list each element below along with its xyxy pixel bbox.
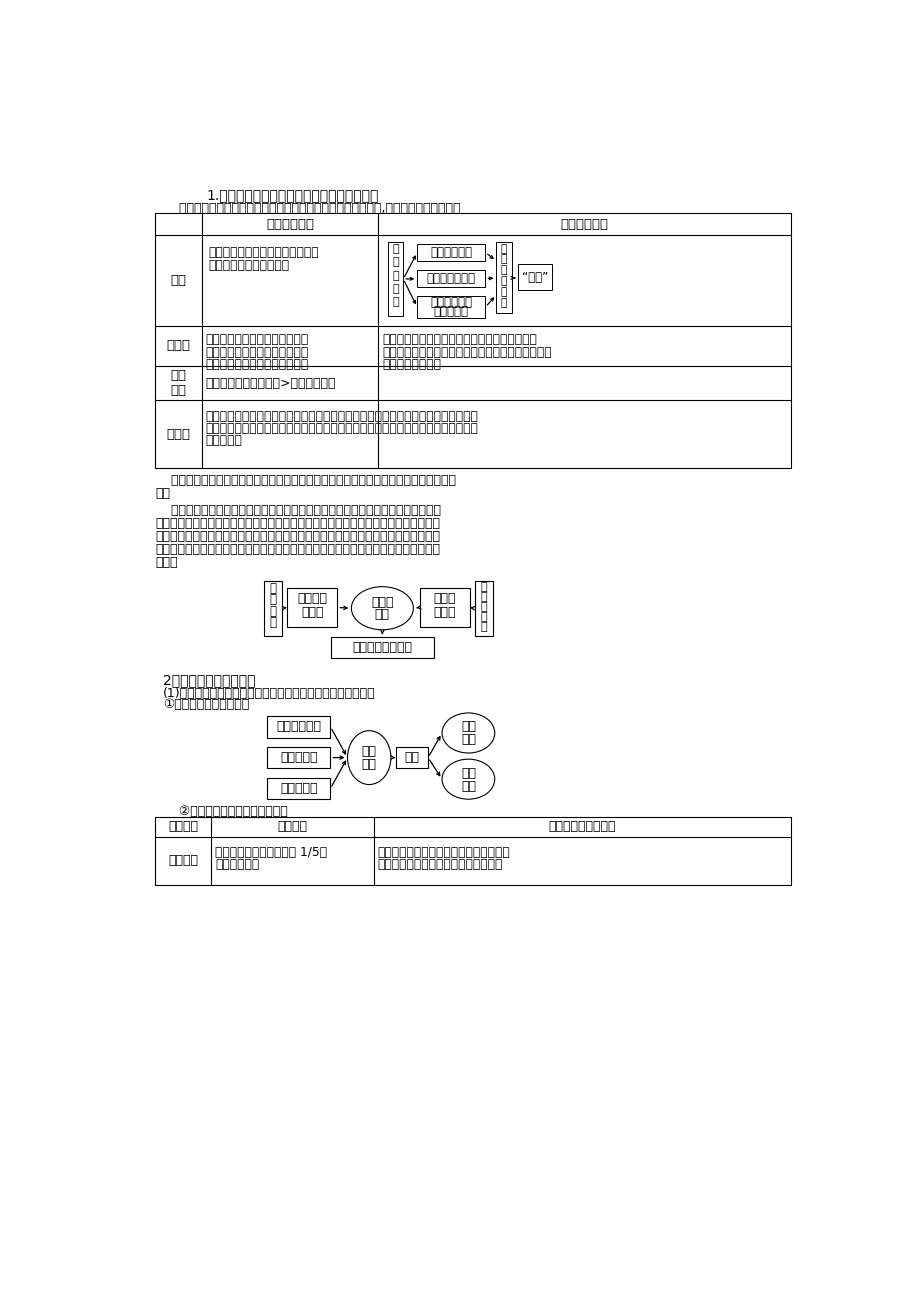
Text: ①当前世界上的人口问题: ①当前世界上的人口问题 bbox=[163, 698, 249, 711]
Text: 达: 达 bbox=[269, 594, 277, 607]
Text: 合理生活方式: 合理生活方式 bbox=[430, 246, 471, 259]
Text: 国: 国 bbox=[391, 245, 399, 254]
Text: 或: 或 bbox=[391, 271, 399, 281]
Text: 实际消耗的资源总量很大，索取资源和转: 实际消耗的资源总量很大，索取资源和转 bbox=[378, 846, 510, 859]
Bar bbox=[155, 214, 790, 469]
Text: “虚数”: “虚数” bbox=[521, 271, 548, 284]
Text: 最: 最 bbox=[500, 243, 506, 254]
Text: 适: 适 bbox=[500, 254, 506, 264]
Bar bbox=[495, 242, 511, 314]
Text: 人口: 人口 bbox=[361, 745, 376, 758]
Text: 人口过: 人口过 bbox=[433, 592, 456, 605]
Bar bbox=[417, 243, 485, 260]
Text: 国: 国 bbox=[480, 612, 487, 621]
Bar bbox=[267, 747, 330, 768]
Text: 中: 中 bbox=[480, 602, 487, 612]
Text: 能承载的最大人口数量（极限人: 能承载的最大人口数量（极限人 bbox=[206, 345, 309, 358]
Bar bbox=[155, 816, 790, 884]
Text: 概念: 概念 bbox=[170, 273, 187, 286]
Text: 不同地区: 不同地区 bbox=[168, 820, 198, 833]
Text: 可持续发展前提下的适度人口（最佳人口），即地球: 可持续发展前提下的适度人口（最佳人口），即地球 bbox=[382, 345, 551, 358]
Text: 如下：: 如下： bbox=[155, 556, 177, 569]
Text: 同。: 同。 bbox=[155, 487, 170, 500]
Text: 宜: 宜 bbox=[500, 266, 506, 275]
Text: 口），即地球最多能养活多少人: 口），即地球最多能养活多少人 bbox=[206, 358, 309, 371]
Text: 人: 人 bbox=[500, 276, 506, 286]
Text: 人均消费: 人均消费 bbox=[297, 592, 327, 605]
Text: 健康的生活水平: 健康的生活水平 bbox=[426, 272, 475, 285]
Text: 人口问题: 人口问题 bbox=[278, 820, 307, 833]
Text: 问题: 问题 bbox=[460, 780, 475, 793]
Text: 球能持续供养的人口能量: 球能持续供养的人口能量 bbox=[208, 259, 289, 272]
Text: 人口虽然仅占世界人口的 1/5，: 人口虽然仅占世界人口的 1/5， bbox=[215, 846, 327, 859]
Text: 科技水平低，人均消费水平低，人口增长过快是带来资源和环境问题的主要因素。图示: 科技水平低，人均消费水平低，人口增长过快是带来资源和环境问题的主要因素。图示 bbox=[155, 543, 440, 556]
Text: 环境人口容量: 环境人口容量 bbox=[266, 217, 313, 230]
Text: 科学技术水平高，人均消费水平高，消耗了世界上的大部分资源，并依靠其优势向发展: 科学技术水平高，人均消费水平高，消耗了世界上的大部分资源，并依靠其优势向发展 bbox=[155, 517, 440, 530]
Text: 口生活质量: 口生活质量 bbox=[434, 305, 469, 318]
Text: 1.环境人口容量与人口合理容量的区别与联系: 1.环境人口容量与人口合理容量的区别与联系 bbox=[206, 189, 379, 203]
Text: 发: 发 bbox=[480, 582, 487, 591]
Bar bbox=[267, 716, 330, 738]
Text: 人口城市化: 人口城市化 bbox=[279, 751, 317, 764]
Text: 家: 家 bbox=[480, 622, 487, 631]
Text: 某一地区环境人口容量>人口合理容量: 某一地区环境人口容量>人口合理容量 bbox=[206, 376, 335, 389]
Bar bbox=[331, 638, 433, 659]
Bar bbox=[267, 777, 330, 799]
Text: 口: 口 bbox=[500, 286, 506, 297]
Bar bbox=[417, 271, 485, 288]
Bar bbox=[388, 242, 403, 315]
Text: 环境人口容量与人口合理容量是两个既有联系又有区别的概念,两者间可通过下表分析: 环境人口容量与人口合理容量是两个既有联系又有区别的概念,两者间可通过下表分析 bbox=[163, 202, 460, 215]
Text: 强调在保证合理健康的生活水平条件下和能促进: 强调在保证合理健康的生活水平条件下和能促进 bbox=[382, 333, 537, 346]
Text: 2．人口合理容量的意义: 2．人口合理容量的意义 bbox=[163, 673, 255, 687]
Text: 强调点: 强调点 bbox=[166, 339, 190, 352]
Text: 由于制约的因素不确定，所以在不同的历史时期，造成人口容量具有不确定性，但在: 由于制约的因素不确定，所以在不同的历史时期，造成人口容量具有不确定性，但在 bbox=[206, 410, 478, 423]
Bar bbox=[264, 581, 282, 635]
Text: 资源: 资源 bbox=[460, 720, 475, 733]
Text: 环境: 环境 bbox=[460, 767, 475, 780]
Text: 问题: 问题 bbox=[361, 758, 376, 771]
Text: 上适合养活多少人: 上适合养活多少人 bbox=[382, 358, 441, 371]
Text: 数: 数 bbox=[500, 298, 506, 307]
Text: 快增长: 快增长 bbox=[433, 607, 456, 620]
Bar bbox=[419, 589, 470, 626]
Text: 家: 家 bbox=[269, 616, 277, 629]
Bar bbox=[517, 264, 551, 290]
Bar bbox=[395, 747, 427, 768]
Text: 强调的是一个地区的资源环境所: 强调的是一个地区的资源环境所 bbox=[206, 333, 309, 346]
Text: 大小
关系: 大小 关系 bbox=[170, 368, 187, 397]
Bar bbox=[474, 581, 493, 635]
Text: 中国家转移污染，因而人均消费水平是给资源和环境造成压力的主要因素；发展中国家: 中国家转移污染，因而人均消费水平是给资源和环境造成压力的主要因素；发展中国家 bbox=[155, 530, 440, 543]
Text: 问题: 问题 bbox=[460, 733, 475, 746]
Text: 地: 地 bbox=[391, 284, 399, 294]
Text: (1)对于制定一个地区或一个国家的人口战略和人口政策的意义: (1)对于制定一个地区或一个国家的人口战略和人口政策的意义 bbox=[163, 686, 375, 699]
Text: 制约人口合理容量: 制约人口合理容量 bbox=[352, 642, 412, 655]
Text: 资源和: 资源和 bbox=[370, 596, 393, 609]
Text: 家: 家 bbox=[391, 258, 399, 267]
Text: 发: 发 bbox=[269, 582, 277, 595]
Text: 相对确定性: 相对确定性 bbox=[206, 434, 243, 447]
Text: 人口老龄化: 人口老龄化 bbox=[279, 783, 317, 796]
Text: 嫁有害生产的地域远远超出本国的范围: 嫁有害生产的地域远远超出本国的范围 bbox=[378, 858, 503, 871]
Bar bbox=[287, 589, 337, 626]
Text: 引发: 引发 bbox=[403, 751, 419, 764]
Text: 区: 区 bbox=[391, 297, 399, 307]
Text: 人口合理容量: 人口合理容量 bbox=[560, 217, 608, 230]
Text: 说明：发展中国家和发达国家的人口合理容量影响因素相似，但每种因素的作用不尽相: 说明：发展中国家和发达国家的人口合理容量影响因素相似，但每种因素的作用不尽相 bbox=[155, 474, 456, 487]
Text: 展: 展 bbox=[480, 591, 487, 602]
Bar bbox=[417, 297, 485, 318]
Text: 人口过快增长: 人口过快增长 bbox=[276, 720, 321, 733]
Text: 不妨碍未来人: 不妨碍未来人 bbox=[430, 296, 471, 309]
Text: 水平高: 水平高 bbox=[301, 607, 323, 620]
Text: 具体时期，制约因素相对稳定的情况下，可以对人口容量进行相对定量估计，即具有: 具体时期，制约因素相对稳定的情况下，可以对人口容量进行相对定量估计，即具有 bbox=[206, 422, 478, 435]
Text: 发展中国家和发达国家生产力发展水平不同、所处的经济发展阶段不同。发达国家: 发展中国家和发达国家生产力发展水平不同、所处的经济发展阶段不同。发达国家 bbox=[155, 504, 441, 517]
Text: 一个地区、一个国家，乃至整个地: 一个地区、一个国家，乃至整个地 bbox=[208, 246, 318, 259]
Text: 环境: 环境 bbox=[374, 608, 390, 621]
Text: 环境问题和资源问题: 环境问题和资源问题 bbox=[548, 820, 616, 833]
Text: 发达地区: 发达地区 bbox=[168, 854, 198, 867]
Text: 共同点: 共同点 bbox=[166, 428, 190, 440]
Text: ②不同的地区所出现的人口问题: ②不同的地区所出现的人口问题 bbox=[163, 805, 288, 818]
Text: 但消费水平高: 但消费水平高 bbox=[215, 858, 259, 871]
Text: 国: 国 bbox=[269, 605, 277, 618]
